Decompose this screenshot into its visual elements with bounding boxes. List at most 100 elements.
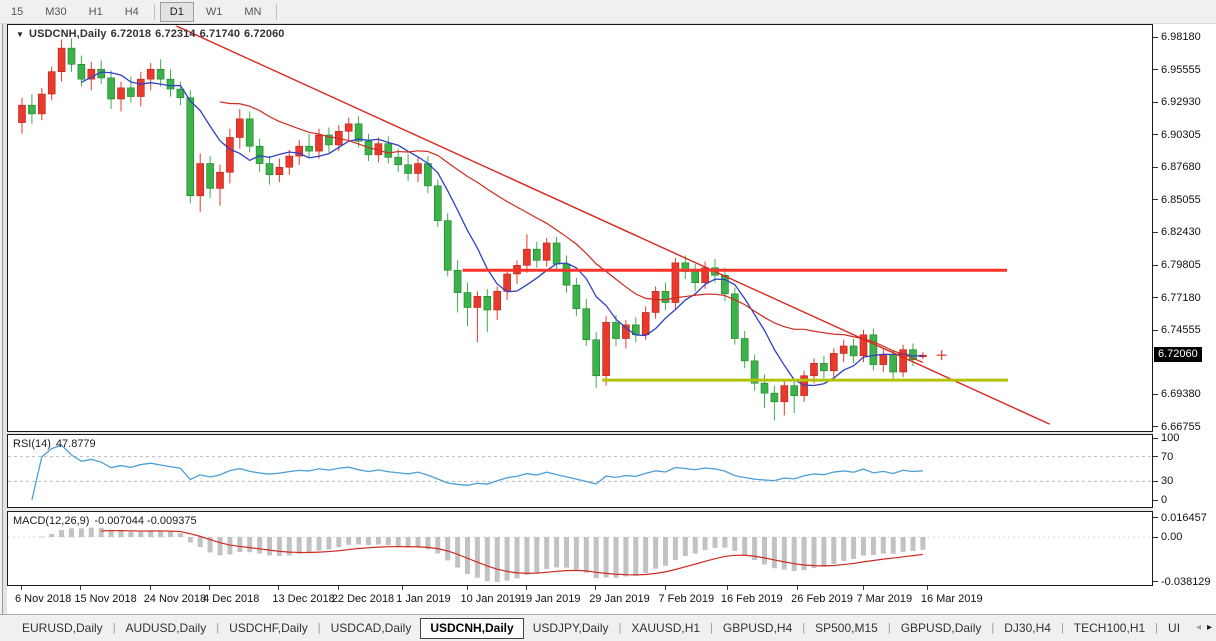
tab-usdchf-daily[interactable]: USDCHF,Daily [229, 620, 308, 635]
date-axis-label: 15 Nov 2018 [74, 593, 137, 605]
trendline[interactable] [176, 25, 1050, 425]
tab-separator: | [618, 622, 622, 634]
tick-mark [1153, 264, 1158, 266]
panel-splitter[interactable] [7, 508, 1153, 511]
tick-text: 0 [1161, 494, 1168, 506]
date-axis-label: 4 Dec 2018 [203, 593, 260, 605]
date-tick [664, 586, 666, 590]
date-tick [402, 586, 404, 590]
rsi-panel[interactable]: RSI(14) 47.8779 [7, 434, 1153, 508]
ohlc-close: 6.72060 [244, 28, 285, 40]
tab-separator: | [1060, 622, 1064, 634]
price-axis-tick: 6.98180 [1153, 31, 1201, 44]
date-tick [278, 586, 280, 590]
tick-mark [1153, 499, 1158, 501]
tab-eurusd-daily[interactable]: EURUSD,Daily [22, 620, 103, 635]
candle [770, 385, 779, 421]
tab-separator: | [216, 622, 220, 634]
tick-text: 0.016457 [1161, 511, 1207, 524]
candle [691, 264, 700, 292]
rsi-value: 47.8779 [55, 438, 96, 450]
date-tick [726, 586, 728, 590]
candlestick-chart-canvas[interactable] [8, 25, 1152, 431]
date-tick [926, 586, 928, 590]
timeframe-button-15[interactable]: 15 [11, 5, 24, 18]
timeframe-button-w1[interactable]: W1 [205, 5, 223, 18]
ma-fast-line [81, 71, 923, 387]
candle [483, 288, 492, 333]
toolbar-separator [153, 3, 155, 20]
tick-mark [1153, 329, 1158, 331]
main-chart-panel[interactable]: ▼ USDCNH,Daily 6.72018 6.72314 6.71740 6.7206… [7, 24, 1153, 432]
date-axis-label: 13 Dec 2018 [272, 593, 335, 605]
macd-axis-tick: 0.016457 [1153, 511, 1207, 524]
candle [186, 90, 195, 204]
candle [325, 127, 333, 153]
date-tick [466, 586, 468, 590]
timeframe-button-mn[interactable]: MN [244, 5, 262, 18]
price-axis-tick: 6.92930 [1153, 96, 1201, 109]
tick-mark [1153, 297, 1158, 299]
tick-mark [1153, 517, 1158, 519]
price-axis-tick: 6.74555 [1153, 324, 1201, 337]
candle [67, 38, 76, 72]
tab-xauusd-h1[interactable]: XAUUSD,H1 [631, 620, 701, 635]
tab-sp500-m15[interactable]: SP500,M15 [815, 620, 878, 635]
date-axis-label: 16 Mar 2019 [920, 593, 983, 605]
candle [532, 241, 541, 268]
tab-usdcnh-daily[interactable]: USDCNH,Daily [420, 617, 524, 639]
macd-axis-tick: 0.00 [1153, 531, 1182, 544]
toolbar-separator [276, 3, 278, 20]
candle [839, 339, 848, 363]
macd-chart-canvas[interactable] [8, 512, 1152, 585]
tab-ui[interactable]: UI [1168, 620, 1181, 635]
candle [384, 136, 393, 164]
candle [285, 149, 294, 175]
tab-dj30-h4[interactable]: DJ30,H4 [1004, 620, 1051, 635]
tab-gbpusd-daily[interactable]: GBPUSD,Daily [900, 620, 982, 635]
ohlc-high: 6.72314 [155, 28, 196, 40]
tick-mark [1153, 166, 1158, 168]
macd-signal-line [101, 530, 923, 576]
tab-separator: | [1155, 622, 1159, 634]
timeframe-button-h1[interactable]: H1 [88, 5, 103, 18]
symbol-dropdown-icon[interactable]: ▼ [16, 30, 25, 39]
price-axis[interactable]: 6.72060 6.98180 6.95555 6.92930 6.90305 6.87… [1153, 24, 1216, 614]
tab-usdjpy-daily[interactable]: USDJPY,Daily [532, 620, 609, 635]
date-tick [595, 586, 597, 590]
timeframe-button-h4[interactable]: H4 [124, 5, 139, 18]
candle [344, 117, 353, 140]
candle [305, 133, 313, 158]
timeframe-button-d1[interactable]: D1 [159, 1, 194, 22]
candle [503, 269, 511, 301]
ma-slow-line [219, 101, 924, 363]
tab-separator: | [112, 622, 116, 634]
candle [414, 157, 422, 183]
tab-usdcad-daily[interactable]: USDCAD,Daily [330, 620, 412, 635]
candle [47, 66, 56, 101]
tab-tech100-h1[interactable]: TECH100,H1 [1073, 620, 1146, 635]
timeframe-button-m30[interactable]: M30 [45, 5, 67, 18]
candle [899, 344, 907, 377]
candle [869, 328, 878, 371]
candle [651, 286, 660, 319]
tabs-scroll-right-icon[interactable]: ▸ [1206, 622, 1212, 633]
date-axis[interactable]: 6 Nov 2018 15 Nov 2018 24 Nov 2018 4 Dec 20… [7, 586, 1153, 614]
candle [196, 153, 204, 212]
rsi-axis-tick: 70 [1153, 450, 1173, 463]
candle [107, 70, 115, 109]
candle [404, 153, 412, 181]
candle [394, 148, 403, 173]
rsi-chart-canvas[interactable] [8, 435, 1152, 507]
tab-gbpusd-h4[interactable]: GBPUSD,H4 [722, 620, 793, 635]
candle [166, 69, 175, 97]
date-tick [862, 586, 864, 590]
candle [800, 370, 808, 402]
macd-panel[interactable]: MACD(12,26,9) -0.007044 -0.009375 [7, 511, 1153, 586]
tabs-scroll-left-icon[interactable]: ◂ [1195, 622, 1201, 633]
candle [354, 116, 363, 148]
tick-mark [1153, 134, 1158, 136]
panel-splitter[interactable] [7, 432, 1153, 434]
tick-mark [1153, 456, 1158, 458]
tab-audusd-daily[interactable]: AUDUSD,Daily [125, 620, 207, 635]
